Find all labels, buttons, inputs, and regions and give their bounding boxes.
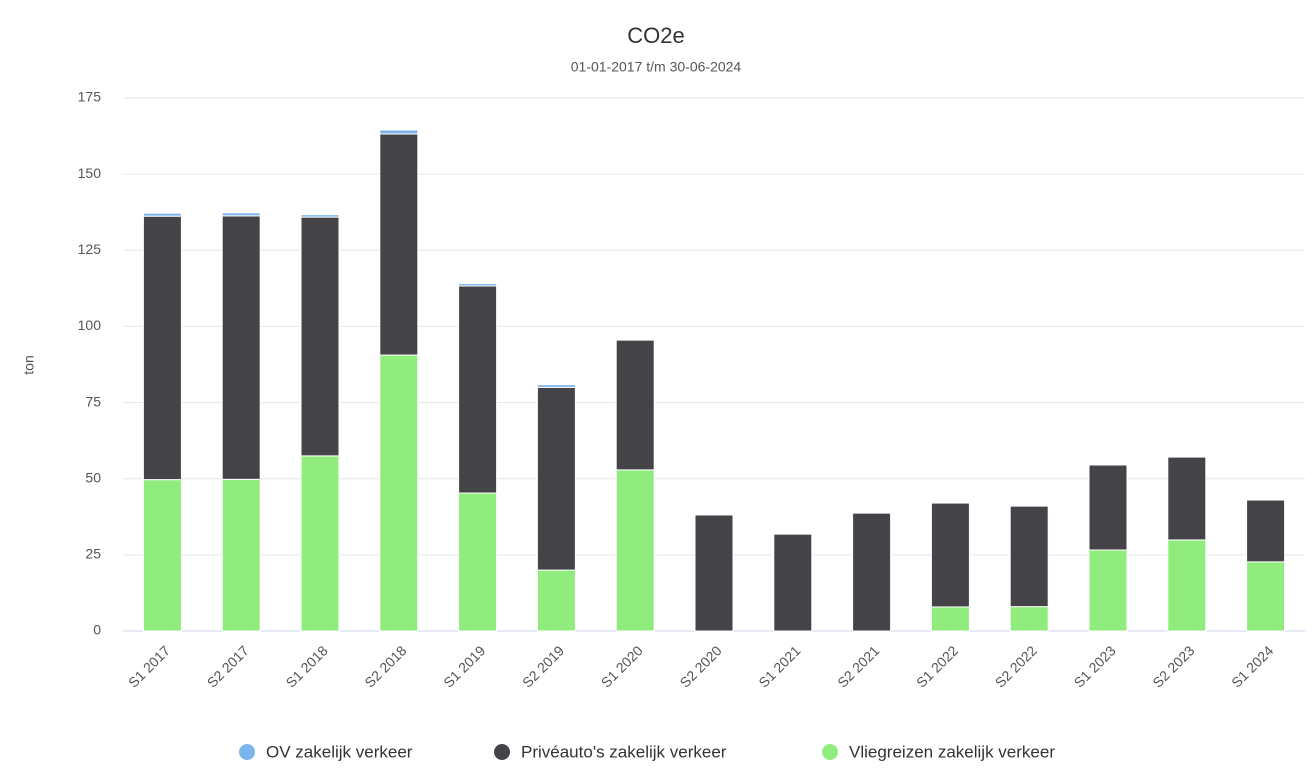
x-tick-label: S2 2020 bbox=[677, 642, 725, 690]
x-tick-label: S1 2017 bbox=[125, 642, 173, 690]
legend-marker bbox=[822, 744, 838, 760]
y-axis-label: ton bbox=[21, 355, 37, 374]
x-tick-label: S2 2023 bbox=[1149, 642, 1197, 690]
x-tick-label: S2 2019 bbox=[519, 642, 567, 690]
x-tick-label: S1 2022 bbox=[913, 642, 961, 690]
bar-segment bbox=[379, 129, 419, 135]
bar-segment bbox=[142, 215, 182, 481]
x-tick-label: S2 2021 bbox=[834, 642, 882, 690]
legend-label: Vliegreizen zakelijk verkeer bbox=[849, 742, 1055, 761]
bar-segment bbox=[852, 512, 892, 632]
bar-segment bbox=[142, 212, 182, 217]
bar-segment bbox=[930, 502, 970, 608]
y-tick-label: 175 bbox=[78, 89, 102, 105]
bar-segment bbox=[142, 479, 182, 632]
bar-segment bbox=[694, 514, 734, 632]
x-tick-label: S1 2018 bbox=[283, 642, 331, 690]
bar-segment bbox=[379, 133, 419, 356]
bar-segment bbox=[458, 285, 498, 494]
x-tick-label: S1 2023 bbox=[1071, 642, 1119, 690]
bar-segment bbox=[1088, 549, 1128, 632]
chart-title: CO2e bbox=[627, 23, 684, 48]
y-tick-label: 125 bbox=[78, 241, 102, 257]
x-tick-label: S2 2017 bbox=[204, 642, 252, 690]
x-tick-label: S1 2024 bbox=[1228, 642, 1276, 690]
x-tick-label: S1 2020 bbox=[598, 642, 646, 690]
bar-segment bbox=[300, 455, 340, 632]
legend-marker bbox=[494, 744, 510, 760]
bar-segment bbox=[1167, 539, 1207, 632]
bar-segment bbox=[221, 212, 261, 217]
y-tick-label: 0 bbox=[93, 622, 101, 638]
bar-segment bbox=[300, 214, 340, 218]
bar-segment bbox=[1009, 606, 1049, 632]
y-tick-label: 25 bbox=[85, 546, 101, 562]
bar-segment bbox=[300, 216, 340, 457]
bar-segment bbox=[1246, 561, 1286, 632]
bar-segment bbox=[458, 492, 498, 632]
bar-segment bbox=[1088, 464, 1128, 551]
x-tick-label: S2 2018 bbox=[361, 642, 409, 690]
x-tick-label: S1 2021 bbox=[755, 642, 803, 690]
bar-segment bbox=[930, 606, 970, 632]
bar-segment bbox=[536, 384, 576, 388]
bar-segment bbox=[536, 569, 576, 632]
x-tick-label: S1 2019 bbox=[440, 642, 488, 690]
y-tick-label: 50 bbox=[85, 469, 101, 485]
legend-label: OV zakelijk verkeer bbox=[266, 742, 413, 761]
x-tick-label: S2 2022 bbox=[992, 642, 1040, 690]
bar-segment bbox=[1009, 505, 1049, 608]
bar-segment bbox=[221, 478, 261, 632]
y-tick-label: 75 bbox=[85, 393, 101, 409]
y-tick-label: 100 bbox=[78, 317, 102, 333]
bar-segment bbox=[458, 282, 498, 287]
bar-segment bbox=[1167, 456, 1207, 541]
chart-subtitle: 01-01-2017 t/m 30-06-2024 bbox=[571, 59, 742, 75]
legend-marker bbox=[239, 744, 255, 760]
bar-segment bbox=[615, 339, 655, 471]
y-tick-label: 150 bbox=[78, 165, 102, 181]
bar-segment bbox=[221, 215, 261, 480]
bar-segment bbox=[615, 469, 655, 632]
legend-label: Privéauto's zakelijk verkeer bbox=[521, 742, 727, 761]
bar-segment bbox=[773, 533, 813, 632]
bar-segment bbox=[1246, 499, 1286, 563]
bar-segment bbox=[379, 354, 419, 632]
bar-segment bbox=[536, 386, 576, 571]
